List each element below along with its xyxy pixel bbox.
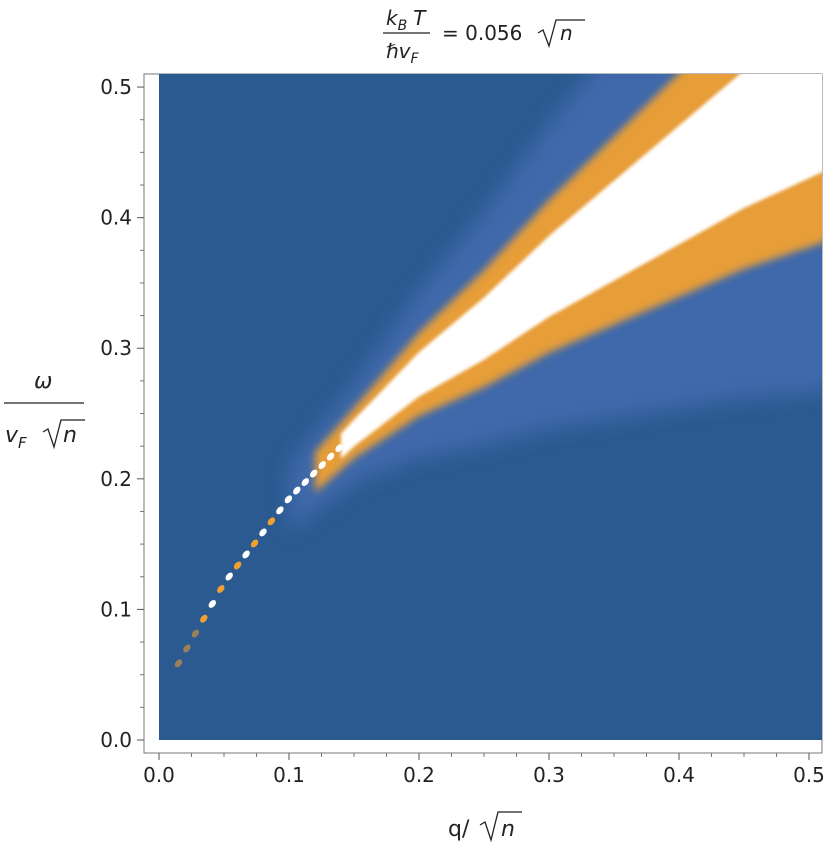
band-dot [183, 644, 191, 653]
band-dot [259, 528, 267, 537]
x-axis-label-prefix: q/ [448, 817, 470, 842]
band-dot [284, 495, 293, 504]
y-axis-sqrt-sign [42, 419, 85, 450]
x-tick-label: 0.3 [533, 763, 565, 787]
band-dot [208, 599, 216, 608]
x-tick-label: 0.1 [273, 763, 305, 787]
y-axis-label: ω vF n [4, 369, 85, 452]
band-dot [174, 659, 183, 668]
band-dot [318, 461, 326, 470]
y-axis-label-numerator: ω [34, 369, 52, 394]
band-dot [352, 427, 360, 436]
title-denominator: ℏvF [386, 39, 420, 67]
band-dot [250, 539, 259, 548]
band-dot [217, 585, 225, 593]
title-numerator: kB T [386, 6, 427, 34]
x-tick-label: 0.0 [143, 763, 175, 787]
band-dot [267, 517, 276, 526]
y-tick-label: 0.5 [100, 75, 132, 99]
chart-title: kB T ℏvF = 0.056 n [383, 6, 585, 67]
x-tick-label: 0.5 [793, 763, 825, 787]
band-dot [301, 478, 309, 487]
band-dot [200, 614, 208, 623]
y-tick-label: 0.0 [100, 728, 132, 752]
y-tick-label: 0.2 [100, 467, 132, 491]
title-equals: = 0.056 [442, 21, 522, 45]
y-tick-label: 0.3 [100, 336, 132, 360]
heatmap-area [159, 74, 822, 740]
x-tick-label: 0.4 [663, 763, 695, 787]
x-axis-label: q/ n [448, 811, 522, 843]
y-tick-label: 0.4 [100, 206, 132, 230]
x-axis-sqrt-sign [479, 811, 522, 843]
band-dot [335, 444, 343, 453]
x-axis-ticks: 0.0 0.1 0.2 0.3 0.4 0.5 [143, 753, 825, 787]
y-axis-sqrt-arg: n [63, 423, 77, 448]
x-axis-sqrt-arg: n [501, 817, 515, 842]
band-dot [233, 561, 242, 570]
plasmon-band [174, 74, 822, 668]
title-sqrt-arg: n [560, 21, 573, 45]
x-tick-label: 0.2 [403, 763, 435, 787]
band-dot [326, 452, 335, 461]
band-dot [343, 435, 352, 444]
band-dot [191, 629, 200, 638]
band-dot [310, 469, 318, 478]
y-axis-label-denominator: vF [5, 423, 27, 452]
y-axis-ticks: 0.0 0.1 0.2 0.3 0.4 0.5 [100, 75, 144, 752]
band-dot [242, 550, 250, 559]
band-dot [360, 419, 369, 428]
band-core-white [341, 74, 822, 459]
y-tick-label: 0.1 [100, 597, 132, 621]
band-dot [293, 486, 301, 495]
title-sqrt-sign [537, 19, 585, 49]
band-dot [276, 506, 284, 515]
band-dot [225, 572, 233, 581]
